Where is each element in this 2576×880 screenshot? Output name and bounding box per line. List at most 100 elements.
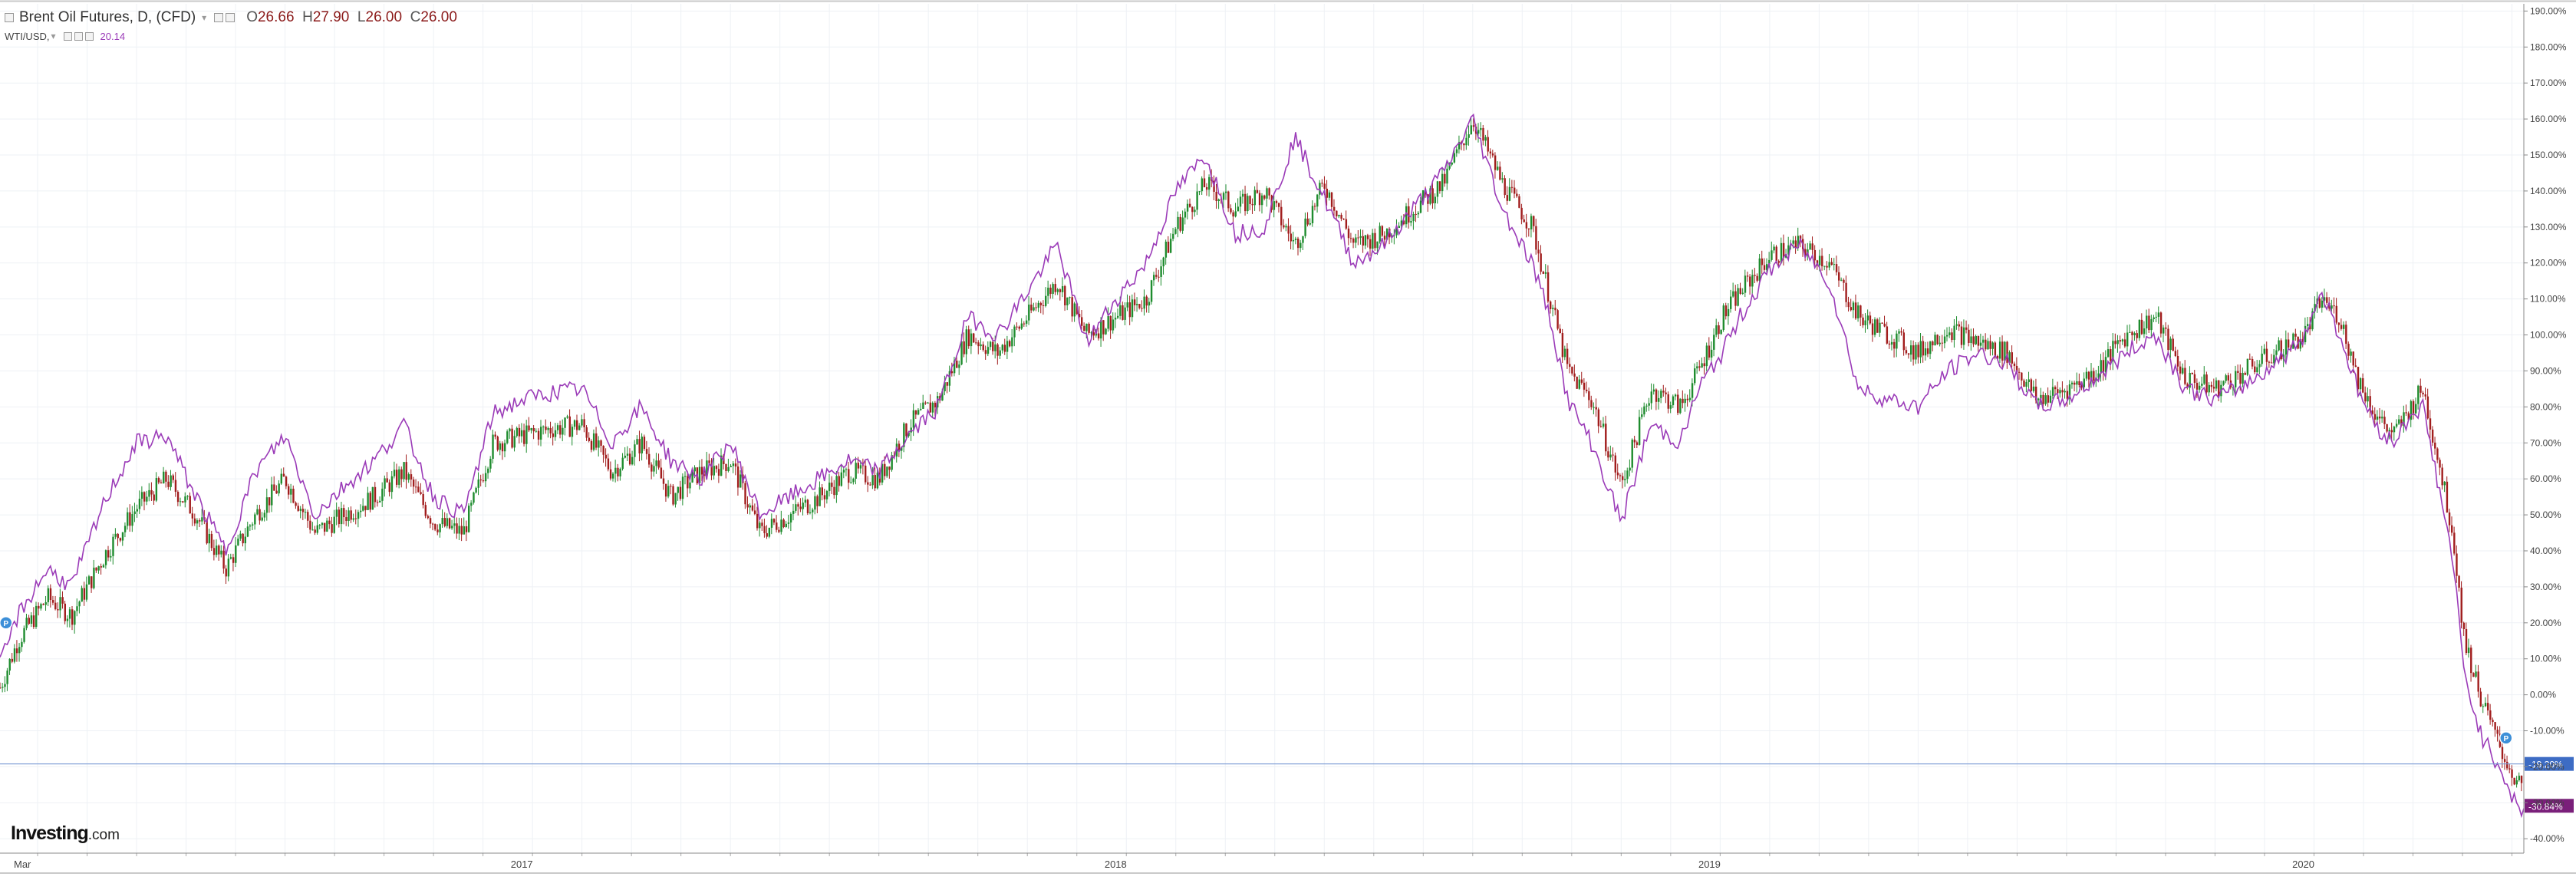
- candle: [612, 472, 614, 482]
- candle: [838, 472, 840, 492]
- candle: [1953, 319, 1955, 348]
- candle: [1186, 199, 1189, 220]
- candle: [869, 482, 871, 486]
- candle: [1809, 240, 1811, 251]
- candle: [1275, 199, 1278, 208]
- candle: [1636, 440, 1639, 449]
- candle: [1727, 303, 1730, 325]
- chevron-down-icon[interactable]: ▾: [202, 12, 207, 23]
- candle: [1710, 341, 1713, 363]
- candle: [1542, 270, 1544, 275]
- candle: [61, 591, 64, 609]
- candle: [501, 441, 504, 460]
- candle: [1756, 273, 1758, 283]
- candle: [1749, 274, 1751, 295]
- candle: [1133, 292, 1136, 311]
- candle: [1145, 295, 1148, 313]
- y-tick-label: 90.00%: [2530, 365, 2561, 376]
- candle: [1948, 326, 1951, 338]
- candle: [621, 453, 624, 471]
- candle: [2487, 694, 2489, 716]
- candle: [2456, 545, 2458, 583]
- candle: [489, 456, 492, 473]
- candle: [2280, 338, 2282, 361]
- candle: [2049, 390, 2052, 404]
- candle: [2515, 776, 2518, 788]
- candle: [143, 491, 146, 511]
- candle: [2, 683, 4, 693]
- hide-toggle-icon[interactable]: [226, 13, 236, 22]
- candle: [634, 440, 636, 466]
- candle: [2196, 378, 2199, 398]
- candle: [2415, 397, 2417, 415]
- candle: [398, 466, 400, 489]
- candle: [2467, 638, 2470, 658]
- candle: [806, 499, 809, 516]
- candle: [1874, 317, 1876, 338]
- candle: [1489, 148, 1492, 159]
- candle: [1158, 269, 1160, 282]
- candle: [2511, 765, 2513, 786]
- compare-remove-icon[interactable]: [84, 31, 94, 41]
- candle: [482, 473, 485, 483]
- candle: [1124, 302, 1126, 325]
- candle: [1737, 284, 1739, 307]
- compare-hide-icon[interactable]: [74, 31, 83, 41]
- candle: [1991, 341, 1994, 356]
- candle: [295, 501, 297, 509]
- candle: [2074, 381, 2076, 392]
- candle: [1309, 218, 1312, 226]
- candle: [2254, 361, 2256, 374]
- candle: [292, 485, 295, 504]
- y-tick-label: 170.00%: [2530, 77, 2567, 88]
- collapse-toggle-icon[interactable]: [5, 13, 14, 22]
- candle: [136, 504, 138, 518]
- candle: [1446, 160, 1448, 190]
- candle: [1047, 280, 1049, 304]
- y-tick-label: 100.00%: [2530, 330, 2567, 341]
- settings-toggle-icon[interactable]: [214, 13, 224, 22]
- y-tick-label: 130.00%: [2530, 222, 2567, 232]
- candle: [1237, 198, 1240, 212]
- candle: [687, 470, 689, 498]
- candle: [1886, 321, 1889, 345]
- candle: [732, 460, 735, 473]
- candle: [929, 394, 931, 413]
- candle: [324, 522, 326, 536]
- candle: [1998, 337, 2001, 363]
- candle: [1138, 304, 1141, 310]
- candle: [1573, 364, 1576, 382]
- candle: [1638, 409, 1641, 446]
- candle: [436, 524, 439, 536]
- candle: [2044, 393, 2047, 406]
- candle: [23, 625, 25, 644]
- candle: [2167, 325, 2169, 353]
- candle: [1306, 212, 1309, 227]
- candle: [155, 472, 158, 503]
- chevron-down-icon[interactable]: ▾: [51, 31, 56, 41]
- compare-settings-icon[interactable]: [63, 31, 72, 41]
- candle: [607, 453, 610, 472]
- candle: [2271, 354, 2273, 364]
- compare-symbol-title[interactable]: WTI/USD,: [5, 30, 50, 42]
- candle: [453, 516, 456, 534]
- candle: [2001, 335, 2004, 367]
- candle: [1960, 321, 1963, 348]
- candle: [1412, 211, 1415, 230]
- candle: [768, 527, 771, 539]
- candle: [1268, 187, 1270, 200]
- candle: [1064, 285, 1066, 311]
- candle: [1222, 191, 1225, 209]
- main-symbol-title[interactable]: Brent Oil Futures, D, (CFD): [19, 9, 196, 25]
- candle: [776, 515, 778, 532]
- candle: [2492, 717, 2494, 727]
- candle: [441, 509, 443, 528]
- candle: [1285, 223, 1287, 232]
- candle: [117, 532, 119, 546]
- candle: [1917, 342, 1919, 364]
- candle: [1936, 334, 1939, 345]
- candle: [672, 483, 674, 506]
- candle: [2506, 755, 2508, 771]
